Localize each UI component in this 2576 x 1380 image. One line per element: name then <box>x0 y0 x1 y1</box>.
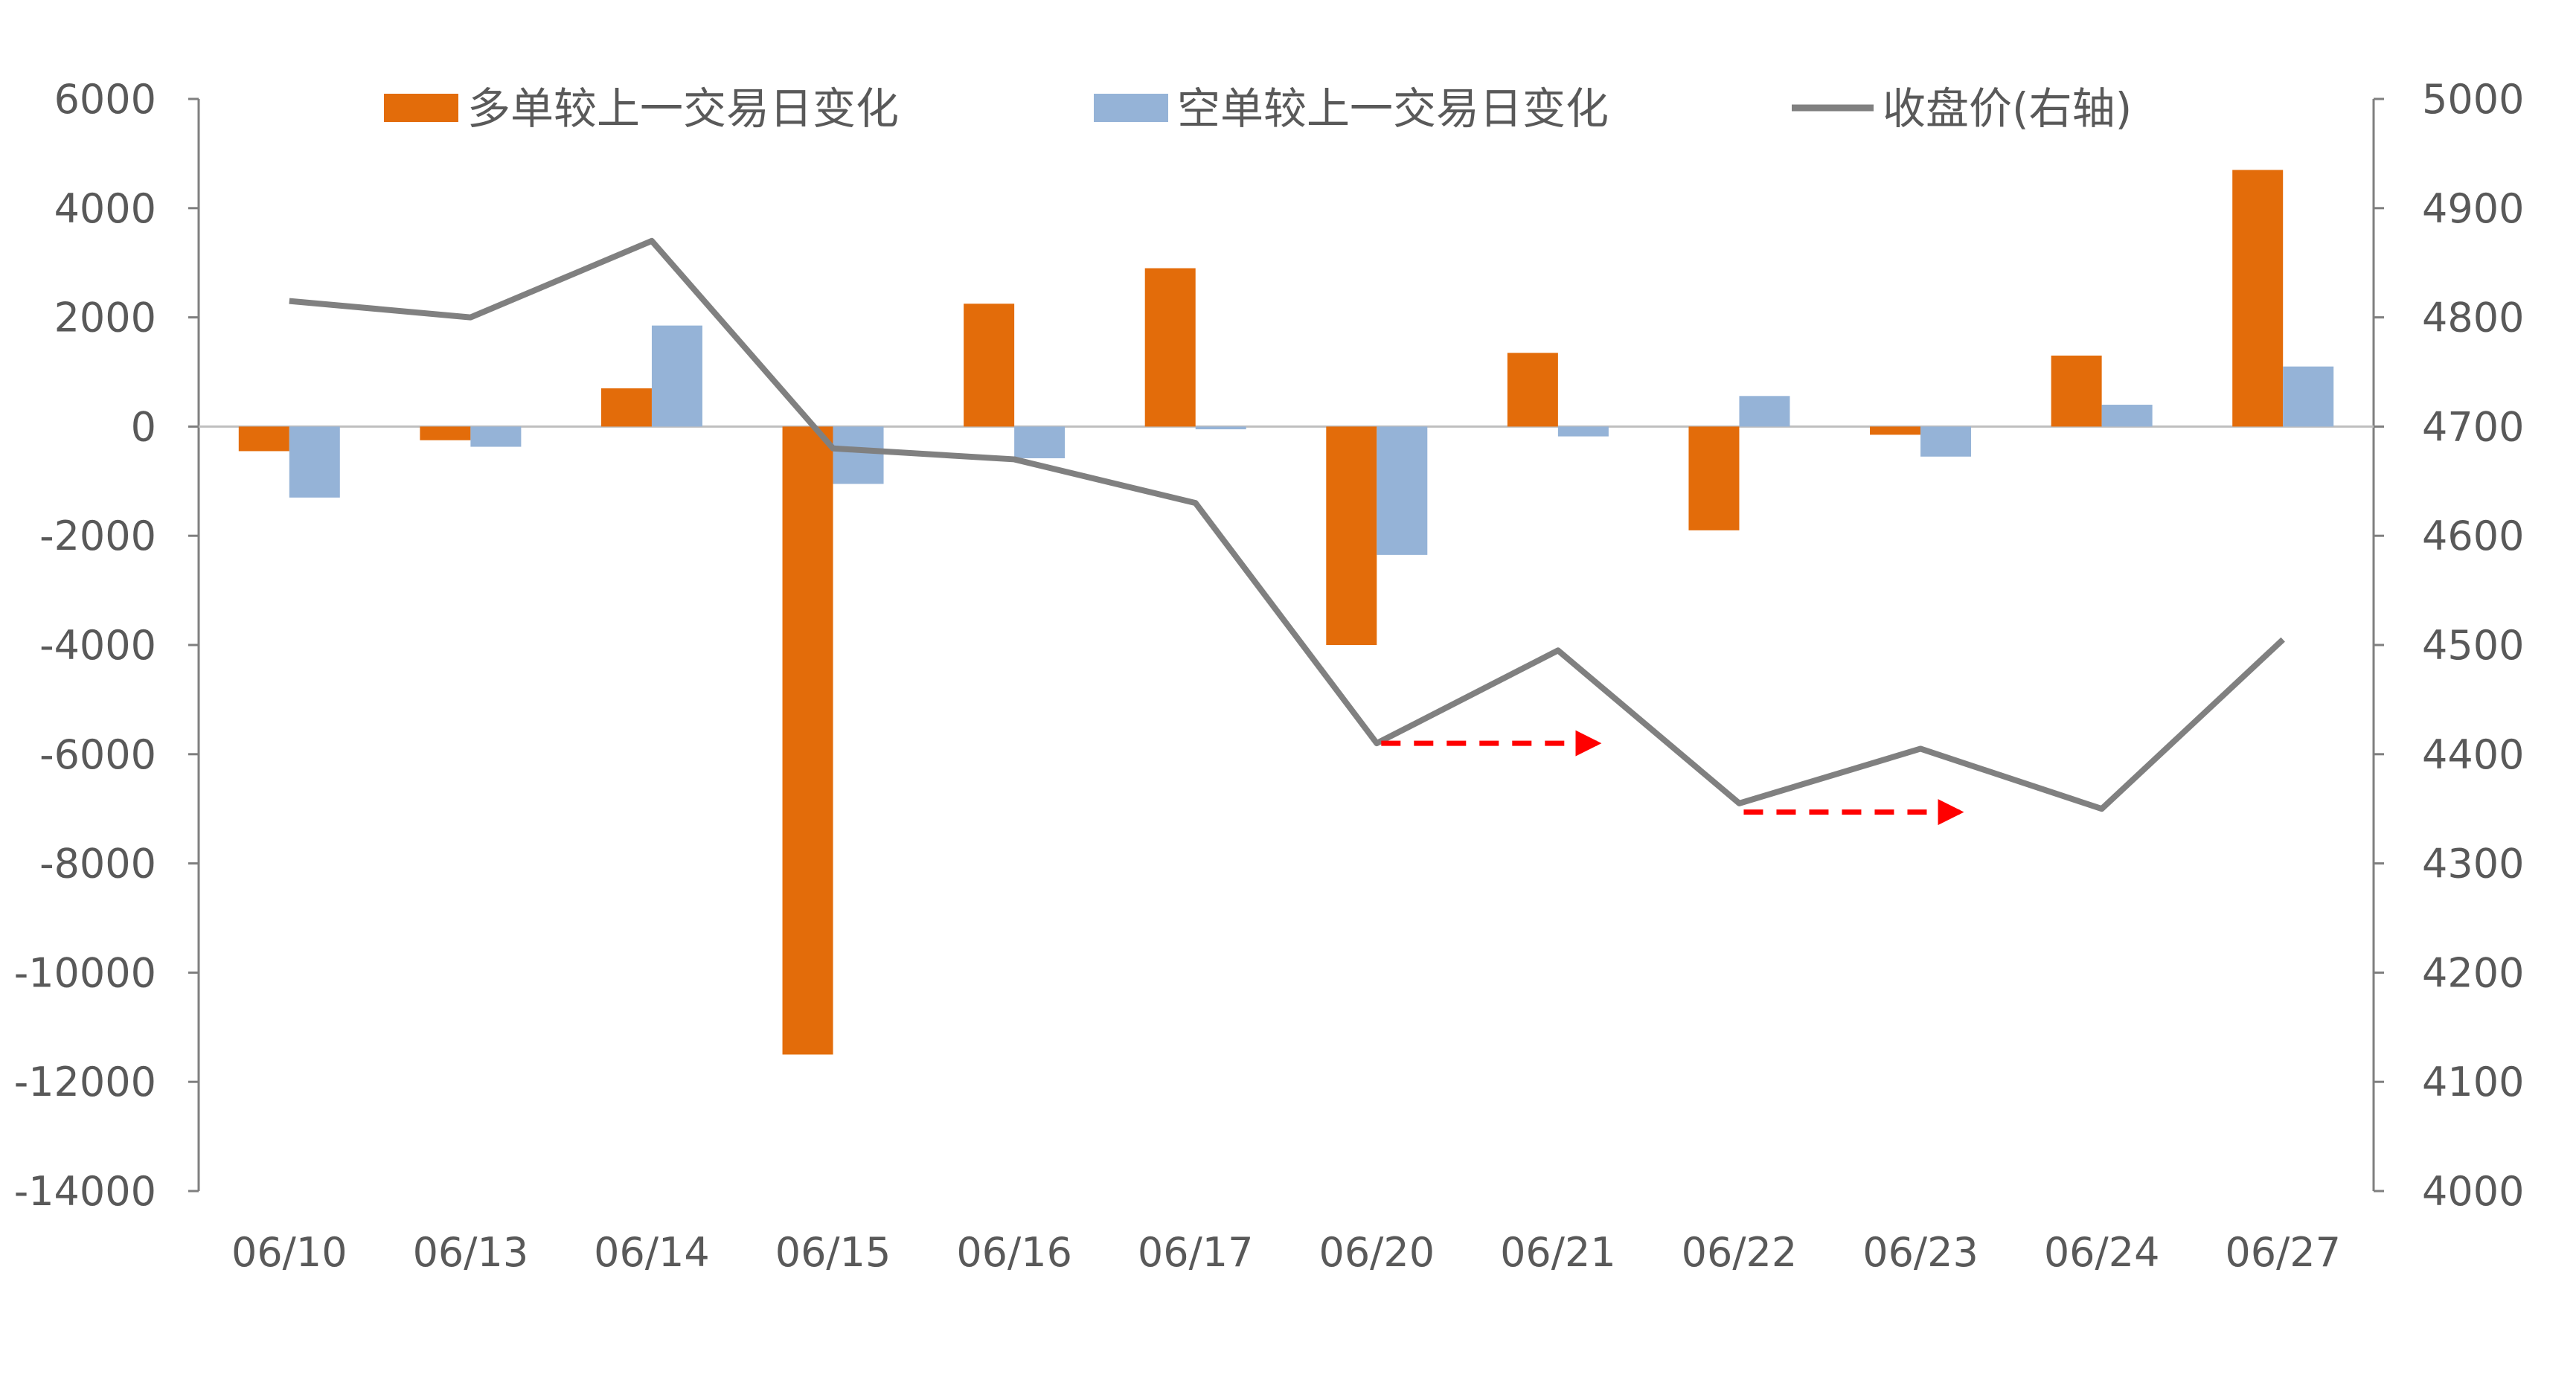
legend-label: 多单较上一交易日变化 <box>467 83 899 134</box>
legend-swatch <box>384 94 458 122</box>
long-change-bar <box>420 426 471 440</box>
x-tick-label: 06/21 <box>1500 1229 1616 1276</box>
right-tick-label: 4200 <box>2422 949 2524 996</box>
right-tick-label: 4700 <box>2422 403 2524 450</box>
x-tick-label: 06/23 <box>1862 1229 1979 1276</box>
x-tick-label: 06/15 <box>775 1229 891 1276</box>
short-change-bar <box>833 426 884 484</box>
long-change-bar <box>600 388 652 427</box>
short-change-bar <box>289 426 340 498</box>
left-tick-label: -2000 <box>39 513 156 559</box>
left-tick-label: -12000 <box>14 1059 156 1105</box>
short-change-bar <box>1195 426 1246 430</box>
left-tick-label: -4000 <box>39 622 156 669</box>
bars <box>238 170 2334 1055</box>
short-change-bar <box>1377 426 1428 555</box>
x-tick-label: 06/10 <box>231 1229 347 1276</box>
right-tick-label: 4500 <box>2422 622 2524 669</box>
short-change-bar <box>651 325 702 427</box>
long-change-bar <box>238 426 289 452</box>
axes: 6000 4000 2000 0 -2000 -4000 -6000 -8000 -10000 -… <box>14 76 2525 1276</box>
annotations <box>1381 730 1964 826</box>
left-tick-label: 6000 <box>54 76 156 123</box>
x-tick-label: 06/13 <box>413 1229 529 1276</box>
x-tick-label: 06/16 <box>956 1229 1072 1276</box>
close-price-polyline <box>289 237 2285 812</box>
long-change-bar <box>1507 353 1558 427</box>
left-tick-label: 0 <box>131 403 156 450</box>
x-tick-label: 06/22 <box>1682 1229 1798 1276</box>
right-tick-label: 4900 <box>2422 185 2524 232</box>
left-tick-label: -10000 <box>14 949 156 996</box>
long-change-bar <box>782 426 833 1055</box>
right-tick-label: 4000 <box>2422 1168 2524 1215</box>
long-change-bar <box>1326 426 1377 645</box>
long-change-bar <box>2232 170 2284 427</box>
left-tick-label: 2000 <box>54 295 156 341</box>
right-tick-label: 4600 <box>2422 513 2524 559</box>
close-price-line <box>289 237 2285 812</box>
right-tick-label: 4300 <box>2422 841 2524 888</box>
short-change-bar <box>1557 426 1609 437</box>
right-tick-label: 4100 <box>2422 1059 2524 1105</box>
short-change-bar <box>1920 426 1972 457</box>
short-change-bar <box>1014 426 1066 458</box>
short-change-bar <box>2101 405 2153 427</box>
long-change-bar <box>2051 355 2102 427</box>
long-change-bar <box>964 304 1015 427</box>
long-change-bar <box>1688 426 1740 530</box>
right-tick-label: 5000 <box>2422 76 2524 123</box>
left-tick-label: -6000 <box>39 731 156 778</box>
x-tick-label: 06/27 <box>2225 1229 2341 1276</box>
legend-swatch <box>1094 94 1168 122</box>
x-tick-label: 06/20 <box>1319 1229 1435 1276</box>
x-tick-label: 06/17 <box>1138 1229 1254 1276</box>
left-tick-label: -14000 <box>14 1168 156 1215</box>
right-tick-label: 4800 <box>2422 295 2524 341</box>
short-change-bar <box>2283 366 2334 427</box>
long-change-bar <box>1144 268 1196 427</box>
long-change-bar <box>1870 426 1921 435</box>
right-tick-label: 4400 <box>2422 731 2524 778</box>
short-change-bar <box>1739 396 1790 427</box>
short-change-bar <box>470 426 522 447</box>
x-tick-label: 06/24 <box>2044 1229 2160 1276</box>
legend-label: 收盘价(右轴) <box>1883 83 2132 134</box>
x-tick-label: 06/14 <box>594 1229 710 1276</box>
legend-label: 空单较上一交易日变化 <box>1177 83 1609 134</box>
legend: 多单较上一交易日变化 空单较上一交易日变化 收盘价(右轴) <box>384 83 2132 134</box>
left-tick-label: -8000 <box>39 841 156 888</box>
left-tick-label: 4000 <box>54 185 156 232</box>
